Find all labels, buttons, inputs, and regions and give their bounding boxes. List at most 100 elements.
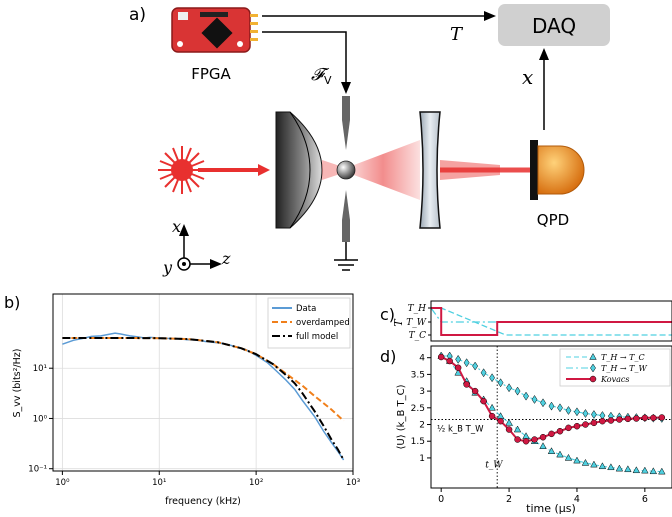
- y-tick-label: 10⁰: [33, 414, 48, 424]
- data-point-circle: [582, 422, 588, 428]
- y-tick-label: 2: [419, 421, 425, 431]
- series-line-overdamped: [62, 338, 343, 421]
- data-point-diamond: [574, 408, 579, 416]
- data-point-triangle: [591, 461, 598, 467]
- data-point-circle: [498, 418, 504, 424]
- data-point-triangle: [599, 463, 606, 469]
- qpd-label: QPD: [537, 211, 569, 229]
- x-tick-label: 6: [642, 494, 648, 505]
- data-point-diamond: [481, 369, 486, 377]
- y-tick-label: 10⁻¹: [28, 465, 47, 475]
- electrode-top: [342, 120, 350, 150]
- data-point-diamond: [498, 379, 503, 387]
- data-point-circle: [574, 423, 580, 429]
- half-kT-annotation: ½ k_B T_W: [437, 425, 484, 435]
- data-point-triangle: [506, 419, 513, 425]
- data-point-circle: [455, 365, 461, 371]
- data-point-diamond: [473, 362, 478, 370]
- legend-entry: Data: [296, 304, 316, 314]
- fpga-board-icon: [172, 8, 258, 52]
- y-tick-label: T_H: [408, 304, 427, 314]
- data-point-circle: [549, 431, 555, 437]
- legend-entry: Kovacs: [600, 375, 629, 384]
- x-tick-label: 10⁰: [55, 478, 70, 488]
- signal-T-label: T: [450, 24, 464, 45]
- data-point-diamond: [506, 384, 511, 392]
- data-point-circle: [599, 418, 605, 424]
- signal-x-label: x: [522, 65, 533, 89]
- data-point-diamond: [464, 359, 469, 367]
- data-point-diamond: [515, 387, 520, 395]
- axis-y-label: y: [162, 258, 173, 277]
- y-tick-label: T_C: [409, 331, 427, 341]
- data-point-circle: [659, 415, 665, 421]
- data-point-circle: [447, 358, 453, 364]
- data-point-circle: [540, 434, 546, 440]
- data-point-circle: [464, 381, 470, 387]
- protocol-line: [431, 308, 672, 322]
- data-point-triangle: [548, 448, 555, 454]
- panel-b-legend: Data overdamped full model: [268, 298, 350, 348]
- x-tick-label: 10¹: [152, 478, 166, 488]
- panel-d-chart: d) ½ k_B T_W t_W 0 2 4 6 1 1.5 2 2.5 3 3.5 4 time (…: [380, 346, 672, 515]
- legend-entry: overdamped: [296, 318, 350, 328]
- series-line-data: [62, 333, 343, 460]
- data-point-circle: [608, 418, 614, 424]
- arrow-fpga-electrode: [262, 32, 346, 84]
- data-point-triangle: [616, 465, 623, 471]
- x-tick-label: 0: [438, 494, 444, 505]
- tW-annotation: t_W: [485, 460, 503, 470]
- panel-a: a) FPGA DAQ T 𝓕 V x: [129, 4, 610, 277]
- panel-b-ylabel: S_vv (bits²/Hz): [12, 349, 23, 418]
- data-point-diamond: [532, 395, 537, 403]
- signal-F-sub: V: [324, 74, 332, 87]
- x-tick-label: 2: [506, 494, 512, 505]
- data-point-diamond: [566, 406, 571, 414]
- data-point-diamond: [583, 409, 588, 417]
- y-tick-label: 3.5: [411, 370, 425, 380]
- data-point-circle: [557, 428, 563, 434]
- legend-entry: T_H → T_W: [601, 364, 647, 373]
- x-tick-label: 10²: [249, 478, 263, 488]
- data-point-diamond: [523, 392, 528, 400]
- y-tick-label: 10¹: [33, 364, 47, 374]
- daq-label: DAQ: [532, 14, 576, 38]
- data-point-circle: [616, 417, 622, 423]
- panel-b-chart: b) 10⁰ 10¹ 10² 10³10⁻¹10⁰10¹ frequency (kHz…: [4, 293, 360, 507]
- y-tick-label: 2.5: [411, 404, 425, 414]
- data-point-diamond: [591, 410, 596, 418]
- data-point-circle: [523, 438, 529, 444]
- y-tick-label: 1: [419, 454, 425, 464]
- scattered-beam: [346, 140, 420, 200]
- collection-lens: [420, 112, 440, 228]
- data-point-diamond: [540, 399, 545, 407]
- legend-entry: T_H → T_C: [601, 353, 645, 362]
- data-point-circle: [438, 354, 444, 360]
- data-point-diamond: [456, 355, 461, 363]
- data-point-triangle: [489, 404, 496, 410]
- data-point-triangle: [608, 464, 615, 470]
- ground-icon: [334, 260, 358, 270]
- panel-c-chart: c) T_H T_W T_C T: [380, 301, 672, 341]
- data-point-diamond: [557, 404, 562, 412]
- data-point-circle: [625, 416, 631, 422]
- trapped-particle: [337, 161, 355, 179]
- data-point-triangle: [523, 433, 530, 439]
- legend-entry: full model: [296, 332, 338, 342]
- data-point-circle: [489, 413, 495, 419]
- data-point-circle: [515, 437, 521, 443]
- y-tick-label: 1.5: [411, 437, 425, 447]
- data-point-triangle: [625, 466, 632, 472]
- data-point-circle: [472, 388, 478, 394]
- y-tick-label: 4: [419, 354, 425, 364]
- panel-d-xlabel: time (μs): [526, 502, 576, 515]
- electrode-bottom: [342, 190, 350, 220]
- panel-b-label: b): [4, 293, 20, 312]
- panel-a-label: a): [129, 5, 146, 25]
- data-point-triangle: [514, 426, 521, 432]
- data-point-triangle: [540, 443, 547, 449]
- data-point-circle: [633, 416, 639, 422]
- data-point-circle: [481, 398, 487, 404]
- panel-d-ylabel: ⟨U⟩ (k_B T_C): [396, 384, 407, 449]
